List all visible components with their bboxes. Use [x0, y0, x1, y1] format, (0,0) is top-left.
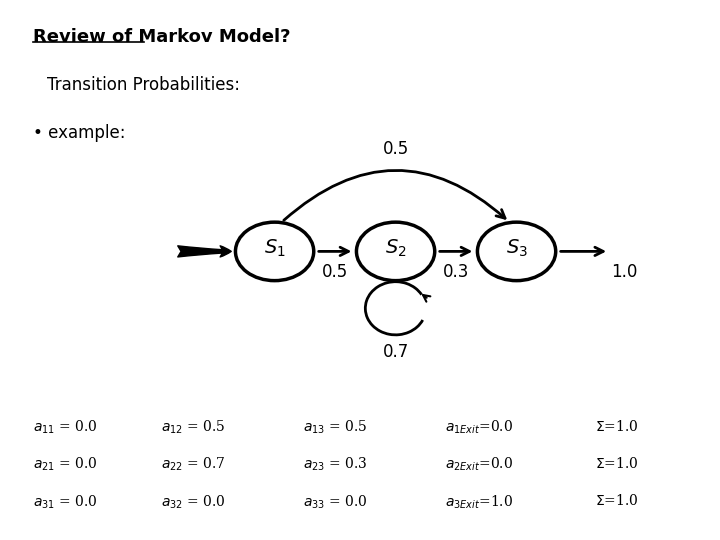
Text: Review of Markov Model?: Review of Markov Model?	[32, 28, 290, 46]
Text: $\Sigma$=1.0: $\Sigma$=1.0	[595, 494, 639, 508]
Text: $a_{21}$ = 0.0: $a_{21}$ = 0.0	[32, 456, 97, 474]
Text: $\Sigma$=1.0: $\Sigma$=1.0	[595, 456, 639, 471]
Text: 0.3: 0.3	[443, 263, 469, 281]
Text: $a_{1Exit}$=0.0: $a_{1Exit}$=0.0	[446, 419, 513, 436]
Text: 1.0: 1.0	[611, 263, 638, 281]
Text: Transition Probabilities:: Transition Probabilities:	[47, 76, 240, 94]
FancyArrowPatch shape	[284, 171, 505, 220]
Text: 0.5: 0.5	[322, 263, 348, 281]
Text: $S_2$: $S_2$	[384, 238, 406, 259]
Text: $a_{31}$ = 0.0: $a_{31}$ = 0.0	[32, 494, 97, 511]
Text: 0.5: 0.5	[382, 140, 409, 158]
Text: $a_{33}$ = 0.0: $a_{33}$ = 0.0	[303, 494, 368, 511]
Text: $a_{2Exit}$=0.0: $a_{2Exit}$=0.0	[446, 456, 513, 474]
Text: $a_{11}$ = 0.0: $a_{11}$ = 0.0	[32, 419, 97, 436]
Text: $a_{23}$ = 0.3: $a_{23}$ = 0.3	[303, 456, 368, 474]
Text: $a_{3Exit}$=1.0: $a_{3Exit}$=1.0	[446, 494, 513, 511]
Text: $S_3$: $S_3$	[505, 238, 528, 259]
Text: $a_{12}$ = 0.5: $a_{12}$ = 0.5	[161, 419, 225, 436]
Text: • example:: • example:	[32, 124, 125, 142]
Text: 0.7: 0.7	[382, 343, 409, 361]
Text: $S_1$: $S_1$	[264, 238, 285, 259]
Text: $a_{32}$ = 0.0: $a_{32}$ = 0.0	[161, 494, 225, 511]
Text: $a_{13}$ = 0.5: $a_{13}$ = 0.5	[303, 419, 368, 436]
Text: $a_{22}$ = 0.7: $a_{22}$ = 0.7	[161, 456, 225, 474]
Text: $\Sigma$=1.0: $\Sigma$=1.0	[595, 419, 639, 434]
